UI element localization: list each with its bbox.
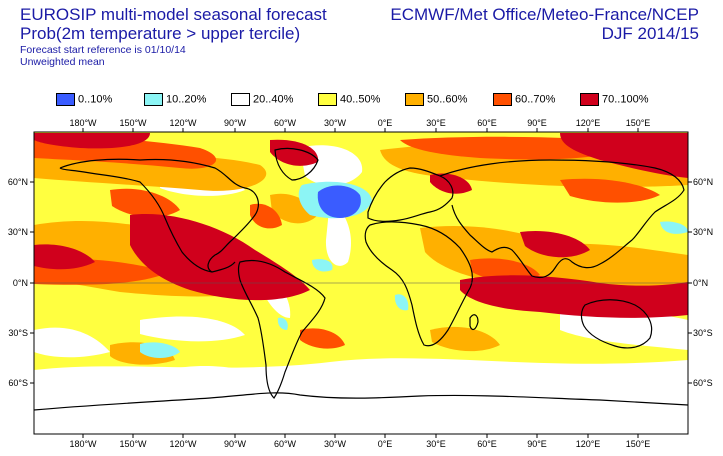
- map-variable: Prob(2m temperature > upper tercile): [20, 24, 301, 43]
- legend-swatch-2: [231, 93, 250, 106]
- coast-asia: [439, 159, 685, 279]
- lon-label-bottom-0: 180°W: [69, 439, 97, 449]
- legend-item-5: 60..70%: [493, 93, 555, 109]
- lon-label-bottom-8: 60°E: [477, 439, 497, 449]
- coast-south-america: [237, 259, 326, 399]
- probability-fields: [34, 133, 688, 434]
- lon-label-bottom-4: 60°W: [274, 439, 297, 449]
- lat-label-right-1: 30°N: [693, 227, 713, 237]
- lat-label-left-1: 30°N: [8, 227, 28, 237]
- legend-swatch-1: [144, 93, 163, 106]
- lat-label-left-4: 60°S: [8, 378, 28, 388]
- coast-africa: [364, 221, 473, 347]
- lon-label-top-4: 60°W: [274, 118, 297, 128]
- legend-label-3: 40..50%: [340, 93, 381, 106]
- weighting-note: Unweighted mean: [20, 56, 105, 68]
- lon-label-bottom-2: 120°W: [169, 439, 197, 449]
- legend-label-1: 10..20%: [166, 93, 207, 106]
- legend-label-4: 50..60%: [427, 93, 468, 106]
- legend-swatch-6: [580, 93, 599, 106]
- lon-label-bottom-10: 120°E: [576, 439, 601, 449]
- map-title: EUROSIP multi-model seasonal forecast: [20, 5, 327, 24]
- coastlines: [34, 147, 688, 411]
- legend-swatch-0: [56, 93, 75, 106]
- lon-label-top-0: 180°W: [69, 118, 97, 128]
- legend-swatch-4: [405, 93, 424, 106]
- lon-label-top-10: 120°E: [576, 118, 601, 128]
- lon-label-top-5: 30°W: [324, 118, 347, 128]
- lon-label-top-8: 60°E: [477, 118, 497, 128]
- legend-item-3: 40..50%: [318, 93, 380, 109]
- coast-madagascar: [469, 314, 479, 331]
- lon-label-bottom-11: 150°E: [626, 439, 651, 449]
- legend-item-0: 0..10%: [56, 93, 112, 109]
- legend-item-1: 10..20%: [144, 93, 206, 109]
- lon-label-bottom-1: 150°W: [119, 439, 147, 449]
- season-label: DJF 2014/15: [601, 24, 699, 43]
- legend-label-5: 60..70%: [515, 93, 556, 106]
- lat-label-right-4: 60°S: [693, 378, 713, 388]
- coast-australia: [580, 299, 653, 349]
- field-0-10: [317, 185, 361, 218]
- lon-label-bottom-9: 90°E: [527, 439, 547, 449]
- coast-antarctica: [34, 392, 688, 411]
- lon-label-top-6: 0°E: [378, 118, 393, 128]
- legend-label-6: 70..100%: [602, 93, 649, 106]
- lat-label-left-0: 60°N: [8, 177, 28, 187]
- lon-label-bottom-6: 0°E: [378, 439, 393, 449]
- forecast-start: Forecast start reference is 01/10/14: [20, 44, 186, 56]
- legend-item-2: 20..40%: [231, 93, 293, 109]
- legend-swatch-3: [318, 93, 337, 106]
- lon-label-top-3: 90°W: [224, 118, 247, 128]
- legend-label-2: 20..40%: [253, 93, 294, 106]
- lat-label-right-2: 0°N: [693, 278, 708, 288]
- lon-label-top-2: 120°W: [169, 118, 197, 128]
- lon-label-bottom-3: 90°W: [224, 439, 247, 449]
- lon-label-bottom-5: 30°W: [324, 439, 347, 449]
- lat-label-left-3: 30°S: [8, 328, 28, 338]
- legend-label-0: 0..10%: [78, 93, 113, 106]
- field-20-40: [34, 145, 688, 434]
- coast-europe: [367, 167, 454, 222]
- legend-swatch-5: [493, 93, 512, 106]
- lat-label-right-0: 60°N: [693, 177, 713, 187]
- legend-item-6: 70..100%: [580, 93, 648, 109]
- title-block: EUROSIP multi-model seasonal forecast Pr…: [20, 6, 327, 69]
- legend-item-4: 50..60%: [405, 93, 467, 109]
- field-70-100: [34, 133, 688, 318]
- coast-greenland: [274, 147, 319, 181]
- lon-label-top-9: 90°E: [527, 118, 547, 128]
- lon-label-top-1: 150°W: [119, 118, 147, 128]
- lon-label-bottom-7: 30°E: [426, 439, 446, 449]
- lat-label-left-2: 0°N: [13, 278, 28, 288]
- centres-label: ECMWF/Met Office/Meteo-France/NCEP: [390, 5, 699, 24]
- tick-marks: [30, 128, 692, 438]
- lon-label-top-11: 150°E: [626, 118, 651, 128]
- lat-label-right-3: 30°S: [693, 328, 713, 338]
- coast-north-america: [59, 158, 259, 273]
- title-right-block: ECMWF/Met Office/Meteo-France/NCEP DJF 2…: [390, 6, 699, 44]
- lon-label-top-7: 30°E: [426, 118, 446, 128]
